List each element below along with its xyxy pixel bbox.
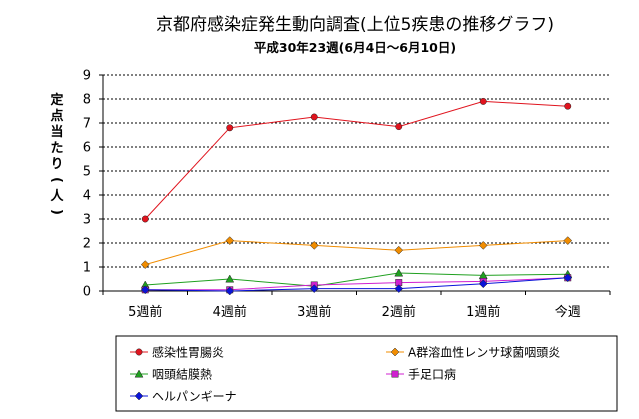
legend-marker [134,391,144,401]
x-tick-label: 5週前 [128,304,162,320]
legend-item: A群溶血性レンサ球菌咽頭炎 [386,345,560,360]
y-axis-label-char: 点 [50,108,63,124]
legend-item: ヘルパンギーナ [130,390,237,404]
y-axis-label-char: ) [49,209,64,215]
legend-marker [391,370,399,378]
gridlines [103,74,610,268]
data-point [394,284,404,293]
y-axis-label-char: ( [49,177,64,183]
data-point [394,268,404,277]
data-point [225,286,235,296]
data-point [225,274,235,283]
legend-label: 咽頭結膜熱 [152,368,212,382]
x-tick-label: 2週前 [382,304,416,320]
y-tick-label: 8 [83,93,91,108]
x-tick-labels: 5週前 4週前 3週前 2週前 1週前 今週 [128,304,581,320]
y-tick-label: 5 [83,165,91,180]
chart-subtitle: 平成30年23週(6月4日～6月10日) [254,40,456,55]
data-point [395,123,403,131]
axes [99,74,611,295]
y-tick-label: 0 [83,285,91,300]
legend-box [115,335,618,412]
legend-item: 手足口病 [386,367,456,382]
series-line [145,240,568,266]
x-tick-label: 1週前 [466,304,500,320]
series-line [144,100,568,220]
y-axis-label-char: り [50,157,63,172]
data-point [478,279,488,289]
x-tick-label: 3週前 [297,304,331,320]
legend-item: 感染性胃腸炎 [130,345,224,360]
series-2 [140,236,573,269]
data-point [563,273,573,283]
y-tick-label: 3 [83,213,91,228]
data-point [225,236,235,245]
legend-marker [390,347,400,357]
legend-label: 手足口病 [408,367,456,382]
data-point [564,102,572,110]
y-axis-label-char: 定 [49,92,63,108]
series-1 [141,97,572,223]
y-axis-label-char: 人 [50,188,64,204]
x-tick-label: 今週 [555,304,581,320]
y-tick-label: 2 [83,237,91,252]
series-5 [140,273,573,296]
data-point [563,236,573,245]
legend-label: ヘルパンギーナ [152,390,237,404]
legend-item: 咽頭結膜熱 [130,368,212,382]
series-3 [140,268,573,290]
data-point [479,97,487,105]
series-group [140,97,573,296]
series-line [145,277,568,291]
series-line [145,277,568,292]
legend-marker [135,348,143,356]
y-tick-label: 4 [83,189,91,204]
data-point [226,124,234,132]
data-point [310,113,318,121]
data-point [309,241,319,250]
y-tick-label: 6 [83,141,91,156]
y-tick-label: 9 [83,69,91,84]
y-axis-label-char: た [50,141,63,156]
data-point [140,260,150,269]
chart-title: 京都府感染症発生動向調査(上位5疾患の推移グラフ) [156,15,554,35]
legend-marker [134,369,144,378]
data-point [478,241,488,250]
series-line [145,272,568,287]
legend-label: 感染性胃腸炎 [152,345,224,360]
data-point [394,245,404,255]
y-tick-label: 7 [83,117,91,132]
data-point [309,284,319,293]
data-point [140,285,150,295]
y-axis-label-char: 当 [50,124,63,140]
y-tick-label: 1 [83,261,91,276]
x-tick-label: 4週前 [213,304,247,320]
y-tick-labels: 0 1 2 3 4 5 6 7 8 9 [83,69,91,300]
data-point [141,215,149,223]
legend-label: A群溶血性レンサ球菌咽頭炎 [408,345,560,360]
